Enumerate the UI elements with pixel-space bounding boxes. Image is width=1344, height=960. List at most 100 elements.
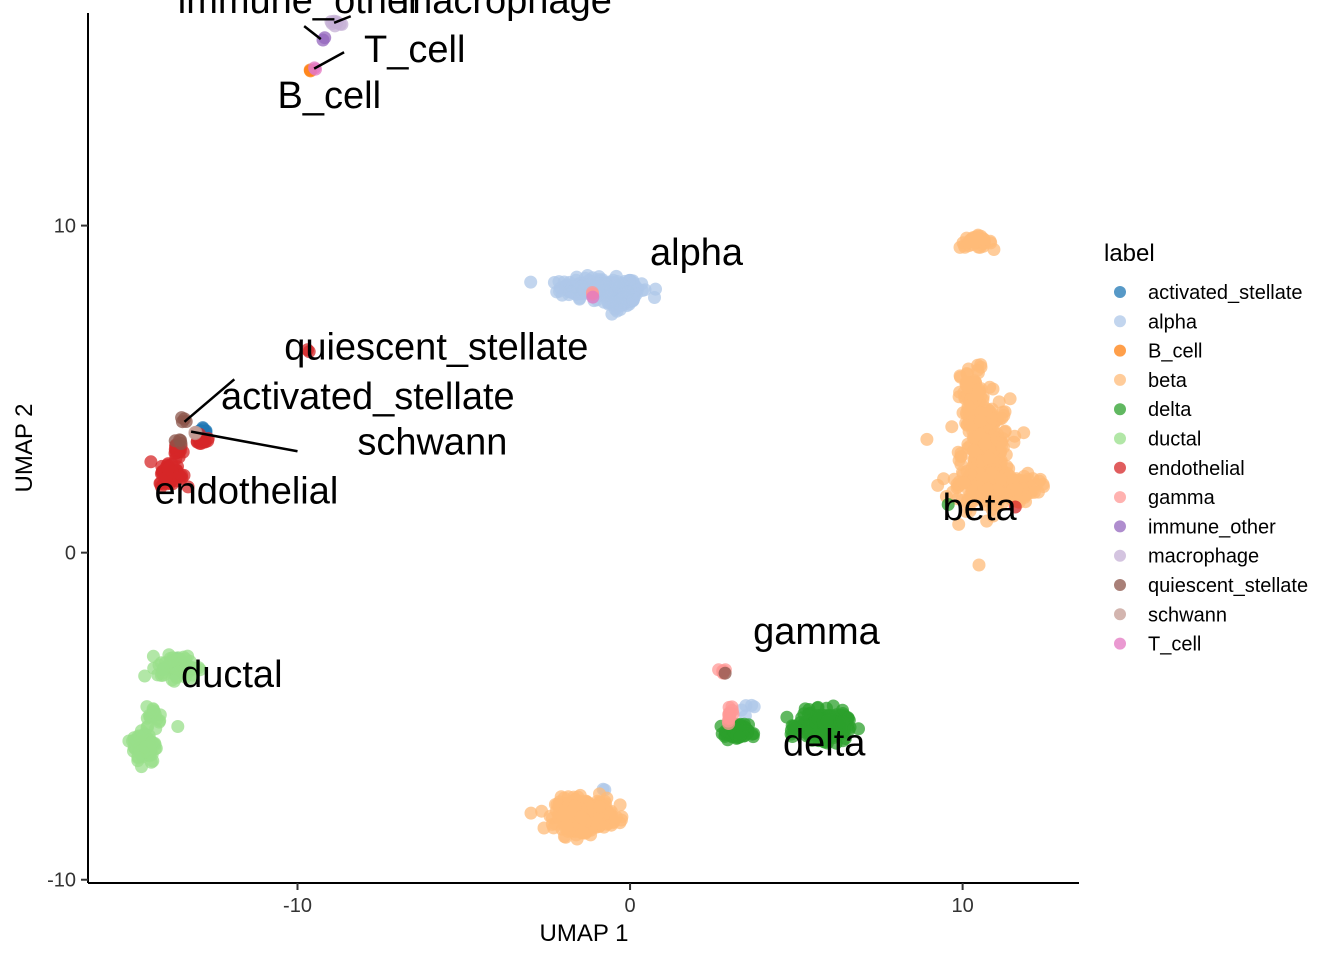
legend-label-activated_stellate: activated_stellate [1148,282,1303,304]
point-alpha [610,304,624,318]
point-delta [788,719,802,733]
point-ductal [131,751,145,765]
y-tick-label: 0 [65,543,76,565]
point-beta [1010,482,1024,496]
y-axis-title: UMAP 2 [11,404,38,493]
legend-label-T_cell: T_cell [1148,634,1201,656]
legend-key-delta [1114,403,1126,416]
point-beta [524,806,538,820]
point-beta [1033,472,1047,486]
point-beta [597,820,611,834]
point-beta [973,414,987,428]
point-beta [954,446,968,460]
point-beta [982,451,996,465]
legend-label-macrophage: macrophage [1148,546,1259,568]
annotation-leader-line [313,51,345,70]
point-ductal [167,674,181,688]
cluster-label-activated_stellate: activated_stellate [221,376,515,418]
legend-key-beta [1114,373,1126,386]
cluster-label-delta: delta [783,722,866,764]
point-immune_other [316,33,330,47]
cluster-label-schwann: schwann [357,422,507,464]
legend-key-immune_other [1114,520,1126,533]
point-beta [972,558,986,572]
point-beta [945,420,959,434]
point-delta [836,715,850,729]
legend-label-B_cell: B_cell [1148,341,1202,363]
legend-key-activated_stellate [1114,286,1126,298]
point-beta [576,826,590,840]
axes: -10 0 10 -10 0 10 UMAP 1 UMAP 2 [11,13,1079,947]
point-beta [937,472,951,486]
point-beta [956,465,969,479]
point-beta [957,476,971,490]
point-delta [941,498,955,511]
point-delta [818,735,831,749]
point-beta [1017,469,1031,483]
cluster-label-T_cell: T_cell [364,29,465,71]
legend-label-beta: beta [1148,370,1188,392]
point-ductal [147,705,161,719]
annotation-leader-line [190,430,298,453]
y-ticks: -10 0 10 [47,216,88,892]
point-quiescent_stellate [174,434,188,447]
legend-label-endothelial: endothelial [1148,458,1245,480]
point-delta [785,730,799,743]
series-ductal [122,648,207,774]
point-endothelial [161,462,175,476]
point-ductal [156,663,170,676]
point-alpha [575,280,588,294]
point-beta [593,787,606,801]
point-delta [780,710,794,724]
legend-key-T_cell [1114,637,1126,650]
legend-label-immune_other: immune_other [1148,516,1276,538]
point-delta [806,731,820,745]
point-ductal [126,734,139,748]
point-beta [971,366,985,380]
legend-label-gamma: gamma [1148,487,1216,509]
y-tick-label: -10 [47,870,76,892]
point-alpha [524,275,538,289]
point-beta [967,444,981,458]
point-beta [970,232,984,246]
x-tick-label: 0 [624,895,635,917]
point-delta [836,734,850,748]
cluster-label-endothelial: endothelial [155,471,339,513]
series-gamma [585,286,740,730]
legend-label-delta: delta [1148,399,1192,421]
cluster-label-immune_other: immune_other [178,0,421,22]
point-beta [1003,392,1017,406]
point-beta [994,472,1008,486]
point-beta [961,399,975,413]
legend-key-gamma [1114,491,1126,504]
legend-key-quiescent_stellate [1114,579,1126,591]
point-delta [820,714,834,728]
annotation-leader-line [333,15,352,24]
point-beta [574,810,588,824]
cluster-label-beta: beta [943,487,1018,529]
legend-key-macrophage [1114,549,1126,562]
point-T_cell [586,290,600,304]
point-beta [959,375,973,389]
x-tick-label: -10 [283,895,312,917]
point-beta [560,819,574,832]
point-ductal [178,670,192,684]
point-beta [990,483,1004,497]
cluster-label-gamma: gamma [753,611,881,653]
point-ductal [145,736,159,749]
cluster-label-ductal: ductal [181,654,282,696]
x-axis-title: UMAP 1 [540,920,629,947]
point-delta [733,730,747,744]
point-beta [965,484,979,498]
point-beta [971,387,985,401]
legend-key-endothelial [1114,461,1126,474]
legend-key-alpha [1114,315,1126,328]
point-endothelial [144,455,158,469]
point-beta [978,437,992,451]
point-alpha [739,699,753,713]
cluster-label-macrophage: macrophage [401,0,612,22]
point-alpha [626,293,640,307]
point-beta [920,432,934,446]
